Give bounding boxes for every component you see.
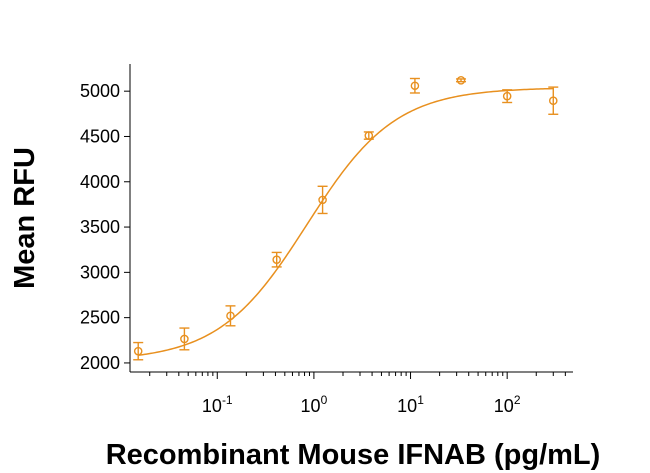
data-point <box>548 86 559 115</box>
data-point <box>456 76 467 85</box>
y-tick-label: 3000 <box>80 262 120 282</box>
x-tick-label: 100 <box>301 393 328 416</box>
data-point <box>133 341 144 361</box>
x-tick-label: 102 <box>494 393 521 416</box>
data-point <box>179 327 190 351</box>
y-tick-label: 5000 <box>80 81 120 101</box>
point-marker <box>180 334 189 344</box>
data-point <box>271 251 282 268</box>
point-marker <box>502 91 512 101</box>
point-marker <box>133 346 143 356</box>
data-points <box>133 76 559 361</box>
point-marker <box>318 195 327 205</box>
y-tick-label: 2000 <box>80 353 120 373</box>
point-marker <box>364 131 374 140</box>
data-point <box>409 77 420 94</box>
x-tick-label: 10-1 <box>202 393 233 416</box>
y-tick-label: 3500 <box>80 217 120 237</box>
fit-curve <box>138 87 554 357</box>
x-axis-ticks: 10-1 100 101 102 <box>149 372 566 416</box>
point-marker <box>410 81 420 91</box>
point-marker <box>272 255 281 264</box>
y-axis-ticks: 2000 2500 3000 3500 4000 4500 5000 <box>80 81 130 373</box>
data-point <box>317 185 328 215</box>
axes <box>129 64 573 373</box>
y-tick-label: 2500 <box>80 308 120 328</box>
point-marker <box>226 311 235 321</box>
point-marker <box>548 96 558 105</box>
data-point <box>502 89 513 104</box>
x-tick-label: 101 <box>397 393 424 416</box>
y-axis-title: Mean RFU <box>9 147 41 289</box>
data-point <box>225 305 236 327</box>
point-marker <box>456 76 466 85</box>
y-tick-label: 4500 <box>80 126 120 146</box>
data-point <box>363 131 374 140</box>
x-axis-title: Recombinant Mouse IFNAB (pg/mL) <box>106 439 601 471</box>
y-tick-label: 4000 <box>80 172 120 192</box>
